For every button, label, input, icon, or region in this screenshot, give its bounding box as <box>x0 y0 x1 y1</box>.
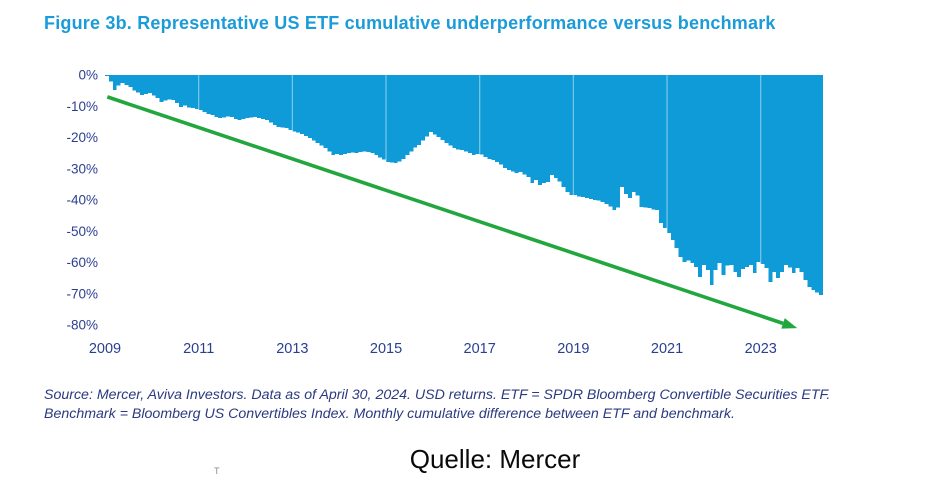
y-axis-tick-label: -30% <box>66 161 98 176</box>
source-note: Source: Mercer, Aviva Investors. Data as… <box>44 386 940 423</box>
y-axis-tick-label: -70% <box>66 286 98 301</box>
x-axis-tick-label: 2023 <box>745 341 777 357</box>
y-axis-tick-label: -40% <box>66 193 98 208</box>
caption-quelle: Quelle: Mercer <box>409 444 581 474</box>
underperformance-area-chart: 0% -10% -20% -30% -40% -50% -60% -70% -80% 2009 20… <box>66 68 823 357</box>
x-axis-tick-label: 2021 <box>651 341 683 357</box>
trend-arrow-shaft <box>106 95 784 326</box>
stray-cursor-artifact: T <box>214 466 220 476</box>
y-axis-tick-label: -60% <box>66 255 98 270</box>
source-note-line2: Benchmark = Bloomberg US Convertibles In… <box>44 405 735 422</box>
y-axis-tick-label: -10% <box>66 99 98 114</box>
source-note-line1: Source: Mercer, Aviva Investors. Data as… <box>44 387 831 403</box>
y-axis-tick-label: -20% <box>66 130 98 145</box>
x-axis-tick-label: 2017 <box>464 341 496 357</box>
x-axis-tick-label: 2019 <box>557 341 589 357</box>
area-series <box>105 75 823 295</box>
y-axis-tick-label: -80% <box>66 318 98 333</box>
x-axis-tick-label: 2015 <box>370 341 402 357</box>
figure-title: Figure 3b. Representative US ETF cumulat… <box>44 13 776 33</box>
x-axis-tick-label: 2009 <box>89 341 121 357</box>
trend-arrow-head <box>781 318 798 329</box>
y-axis-tick-label: -50% <box>66 224 98 239</box>
x-axis-tick-label: 2011 <box>183 341 214 357</box>
x-axis-tick-label: 2013 <box>276 341 308 357</box>
y-axis-tick-label: 0% <box>78 68 98 83</box>
